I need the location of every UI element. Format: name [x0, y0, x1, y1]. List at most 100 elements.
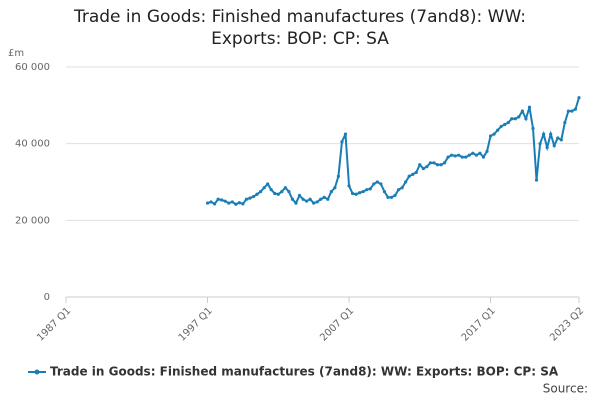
point — [400, 186, 404, 190]
point — [524, 117, 528, 121]
point — [534, 178, 539, 182]
point — [488, 134, 493, 138]
point — [269, 188, 273, 192]
point — [496, 128, 500, 132]
source: Source: — [543, 382, 588, 396]
point — [513, 117, 517, 121]
point — [205, 201, 210, 205]
point — [552, 143, 556, 148]
point — [308, 197, 312, 201]
point — [251, 194, 256, 199]
point — [442, 161, 447, 165]
point — [418, 163, 422, 167]
point — [481, 155, 486, 159]
point — [276, 192, 280, 196]
point — [559, 138, 563, 142]
point — [350, 191, 355, 196]
point — [411, 172, 415, 176]
point — [227, 201, 231, 205]
point — [549, 132, 553, 136]
point — [517, 115, 521, 119]
series-line — [207, 97, 580, 206]
point — [435, 163, 440, 167]
point — [319, 197, 323, 201]
point — [425, 165, 429, 169]
point — [542, 132, 546, 136]
point — [457, 153, 461, 157]
point — [343, 132, 348, 136]
point — [212, 202, 217, 206]
point — [453, 154, 457, 158]
point — [563, 120, 567, 125]
point — [492, 132, 496, 136]
y-tick-label: 60 000 — [15, 62, 50, 73]
point — [266, 182, 270, 186]
point — [301, 197, 305, 201]
point — [333, 186, 337, 190]
point — [573, 107, 578, 111]
point — [474, 153, 478, 157]
point — [234, 202, 238, 206]
point — [404, 180, 408, 184]
point — [237, 201, 241, 205]
point — [315, 200, 319, 204]
point — [290, 197, 295, 201]
legend-label: Trade in Goods: Finished manufactures (7… — [50, 365, 559, 379]
point — [570, 109, 574, 113]
point — [336, 174, 341, 178]
y-axis-label: £m — [8, 48, 24, 59]
point — [262, 186, 266, 190]
point — [297, 193, 302, 198]
point — [280, 189, 284, 194]
point — [255, 192, 259, 196]
point — [450, 153, 454, 157]
point — [499, 124, 503, 129]
point — [407, 174, 411, 178]
point — [396, 188, 401, 192]
point — [460, 155, 464, 159]
point — [414, 170, 418, 175]
y-tick-label: 0 — [44, 292, 50, 303]
point — [527, 105, 532, 109]
point — [220, 198, 224, 202]
point — [520, 109, 524, 113]
point — [312, 201, 316, 205]
point — [365, 188, 369, 192]
point — [241, 202, 245, 206]
point — [538, 142, 542, 146]
point — [347, 184, 351, 188]
x-tick-label: 1987 Q1 — [35, 305, 73, 343]
point — [467, 153, 471, 157]
point — [216, 197, 220, 201]
point — [230, 200, 234, 204]
x-tick-label: 2007 Q1 — [318, 305, 356, 343]
point — [421, 166, 425, 171]
point — [382, 189, 387, 194]
point — [372, 182, 376, 186]
point — [283, 186, 287, 190]
y-tick-label: 40 000 — [15, 139, 50, 150]
x-tick-label: 2017 Q1 — [460, 305, 498, 343]
point — [326, 197, 330, 201]
point — [428, 161, 433, 165]
point — [503, 122, 507, 127]
point — [531, 126, 535, 130]
point — [358, 191, 362, 195]
point — [223, 199, 227, 203]
x-tick-label: 1997 Q1 — [177, 305, 215, 343]
y-tick-label: 20 000 — [15, 215, 50, 226]
point — [322, 195, 326, 199]
point — [294, 201, 298, 205]
point — [389, 195, 394, 199]
legend-marker — [34, 369, 40, 375]
point — [361, 189, 365, 194]
point — [209, 200, 213, 204]
x-tick-label: 2023 Q2 — [548, 305, 586, 343]
point — [485, 149, 489, 153]
point — [506, 120, 510, 125]
point — [446, 155, 450, 159]
point — [340, 140, 344, 144]
point — [510, 117, 514, 121]
point — [471, 151, 475, 155]
